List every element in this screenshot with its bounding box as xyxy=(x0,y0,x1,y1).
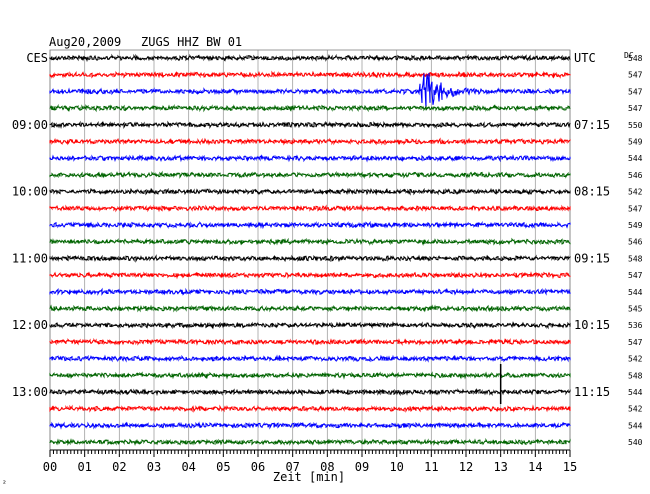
dc-value-19: 548 xyxy=(628,371,643,380)
dc-value-4: 550 xyxy=(628,121,643,130)
seismic-traces xyxy=(49,53,571,447)
trace-row-22 xyxy=(49,421,571,430)
x-tick-label-03: 03 xyxy=(147,460,161,474)
dc-value-21: 542 xyxy=(628,405,643,414)
left-label-2: 10:00 xyxy=(12,185,48,199)
x-tick-label-00: 00 xyxy=(43,460,57,474)
trace-row-23 xyxy=(49,437,571,447)
trace-row-0 xyxy=(49,53,571,63)
header-date: Aug20,2009 xyxy=(49,35,121,49)
x-axis: 00 01 02 03 04 05 06 07 08 09 10 11 12 13 14 15 xyxy=(43,449,577,474)
x-tick-label-10: 10 xyxy=(389,460,403,474)
x-tick-label-12: 12 xyxy=(459,460,473,474)
trace-row-18 xyxy=(49,354,571,363)
minute-gridlines xyxy=(49,49,571,451)
trace-row-11 xyxy=(49,237,571,246)
x-tick-label-05: 05 xyxy=(216,460,230,474)
trace-row-13 xyxy=(49,271,571,280)
left-label-1: 09:00 xyxy=(12,118,48,132)
x-tick-label-07: 07 xyxy=(285,460,299,474)
dc-value-20: 544 xyxy=(628,388,643,397)
x-tick-label-13: 13 xyxy=(493,460,507,474)
dc-value-2: 547 xyxy=(628,87,643,96)
left-time-labels: CES 09:00 10:00 11:00 12:00 13:00 xyxy=(12,51,48,399)
dc-value-3: 547 xyxy=(628,104,643,113)
x-tick-label-01: 01 xyxy=(77,460,91,474)
x-tick-label-14: 14 xyxy=(528,460,542,474)
left-label-4: 12:00 xyxy=(12,318,48,332)
right-label-0: UTC xyxy=(574,51,596,65)
trace-row-6 xyxy=(49,154,571,163)
trace-row-16 xyxy=(49,320,571,330)
dc-value-15: 545 xyxy=(628,305,643,314)
dc-value-12: 548 xyxy=(628,254,643,263)
trace-row-1 xyxy=(49,70,571,79)
dc-value-13: 547 xyxy=(628,271,643,280)
dc-value-14: 544 xyxy=(628,288,643,297)
x-tick-label-08: 08 xyxy=(320,460,334,474)
right-label-3: 09:15 xyxy=(574,251,610,265)
dc-value-1: 547 xyxy=(628,71,643,80)
trace-row-21 xyxy=(49,404,571,413)
dc-values: 548 547 547 547 550 549 544 546 542 547 549 546 548 5… xyxy=(628,54,643,447)
dc-value-23: 540 xyxy=(628,438,643,447)
dc-value-0: 548 xyxy=(628,54,643,63)
x-tick-label-02: 02 xyxy=(112,460,126,474)
trace-row-15 xyxy=(49,304,571,313)
dc-value-17: 547 xyxy=(628,338,643,347)
x-tick-label-15: 15 xyxy=(563,460,577,474)
right-label-1: 07:15 xyxy=(574,118,610,132)
x-axis-label: Zeit [min] xyxy=(273,470,345,484)
trace-row-7 xyxy=(49,170,571,180)
left-label-3: 11:00 xyxy=(12,251,48,265)
dc-value-10: 549 xyxy=(628,221,643,230)
footer-mark: ² xyxy=(2,479,7,488)
trace-row-17 xyxy=(49,337,571,347)
dc-header: DC xyxy=(624,51,634,60)
trace-row-12 xyxy=(49,254,571,263)
dc-value-5: 549 xyxy=(628,138,643,147)
dc-value-8: 542 xyxy=(628,188,643,197)
right-label-5: 11:15 xyxy=(574,385,610,399)
trace-row-4 xyxy=(49,120,571,130)
trace-row-20 xyxy=(49,387,571,397)
plot-frame xyxy=(49,49,571,451)
x-tick-label-11: 11 xyxy=(424,460,438,474)
left-label-5: 13:00 xyxy=(12,385,48,399)
dc-value-16: 536 xyxy=(628,321,643,330)
trace-row-2 xyxy=(49,72,571,109)
x-tick-label-09: 09 xyxy=(355,460,369,474)
dc-value-9: 547 xyxy=(628,204,643,213)
trace-row-9 xyxy=(49,204,571,213)
trace-row-5 xyxy=(49,137,571,146)
header-station: ZUGS HHZ BW 01 xyxy=(141,35,242,49)
x-tick-label-06: 06 xyxy=(251,460,265,474)
dc-value-6: 544 xyxy=(628,154,643,163)
right-label-4: 10:15 xyxy=(574,318,610,332)
trace-row-14 xyxy=(49,287,571,296)
right-time-labels: UTC 07:15 08:15 09:15 10:15 11:15 xyxy=(574,51,610,399)
trace-row-8 xyxy=(49,187,571,196)
dc-value-22: 544 xyxy=(628,421,643,430)
trace-row-3 xyxy=(49,103,571,113)
left-label-0: CES xyxy=(26,51,48,65)
trace-row-10 xyxy=(49,220,571,230)
dc-value-7: 546 xyxy=(628,171,643,180)
dc-value-11: 546 xyxy=(628,238,643,247)
trace-row-19 xyxy=(49,371,571,380)
x-tick-label-04: 04 xyxy=(181,460,195,474)
dc-value-18: 542 xyxy=(628,355,643,364)
right-label-2: 08:15 xyxy=(574,185,610,199)
